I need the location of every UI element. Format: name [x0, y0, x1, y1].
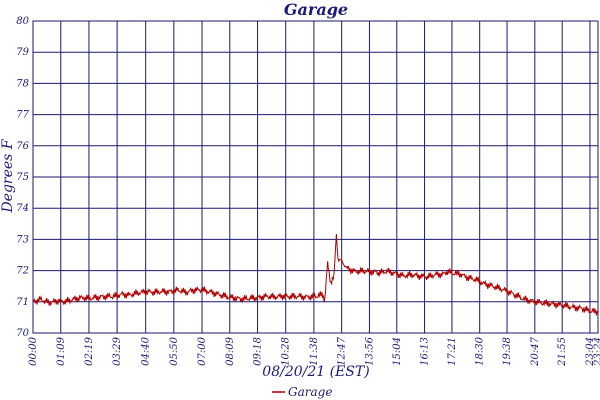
x-tick-label: 09:18 [253, 337, 264, 366]
y-tick-label: 79 [16, 47, 29, 58]
x-ticks: 00:00 01:09 02:19 03:29 04:40 05:50 07:00 08:09… [28, 336, 600, 366]
series-group [32, 233, 599, 316]
x-tick-label: 15:04 [392, 337, 403, 366]
x-tick-label: 18:30 [475, 336, 486, 365]
x-tick-label: 03:29 [112, 336, 123, 365]
y-tick-label: 75 [16, 172, 29, 183]
x-tick-label: 21:55 [557, 337, 568, 367]
x-tick-label: 23:04 [585, 337, 596, 367]
legend-label: Garage [288, 385, 332, 399]
y-tick-label: 77 [16, 110, 29, 121]
x-tick-label: 01:09 [56, 336, 67, 365]
x-tick-label: 10:28 [281, 337, 292, 366]
y-tick-label: 73 [16, 234, 29, 245]
x-tick-label: 16:13 [420, 337, 431, 366]
x-tick-label: 08:09 [225, 336, 236, 365]
chart-title: Garage [284, 0, 348, 19]
x-tick-label: 11:38 [309, 337, 320, 366]
y-tick-label: 76 [16, 141, 29, 152]
y-axis-label: Degrees F [0, 138, 16, 213]
x-tick-label: 05:50 [169, 336, 180, 365]
x-tick-label: 13:56 [364, 336, 375, 365]
y-tick-label: 80 [16, 16, 29, 27]
x-tick-label: 23:24 [593, 337, 600, 367]
y-tick-label: 78 [16, 78, 29, 89]
x-tick-label: 20:47 [530, 336, 541, 366]
series-line-garage [32, 233, 599, 316]
grid [32, 20, 599, 334]
x-tick-label: 17:21 [447, 337, 458, 366]
x-axis-label: 08/20/21 (EST) [262, 364, 369, 380]
x-tick-label: 00:00 [28, 336, 39, 365]
y-tick-label: 70 [16, 328, 29, 339]
x-tick-label: 04:40 [141, 336, 152, 365]
x-tick-label: 07:00 [197, 336, 208, 365]
y-tick-label: 72 [16, 266, 29, 277]
x-tick-label: 02:19 [84, 336, 95, 365]
y-tick-label: 74 [16, 203, 29, 214]
legend: Garage [272, 385, 332, 399]
y-ticks: 70 71 72 73 74 75 76 77 78 79 80 [16, 16, 29, 339]
x-tick-label: 12:47 [337, 336, 348, 365]
y-tick-label: 71 [16, 297, 29, 308]
x-tick-label: 19:38 [502, 337, 513, 366]
